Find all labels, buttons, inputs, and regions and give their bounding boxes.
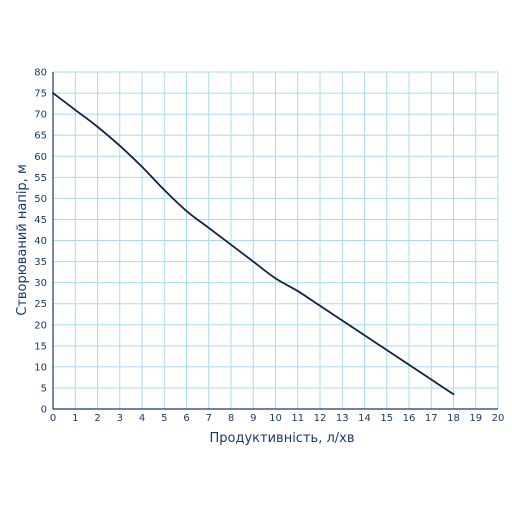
x-tick-label: 16 [403, 413, 416, 424]
x-tick-label: 14 [358, 413, 371, 424]
x-tick-label: 4 [139, 413, 145, 424]
y-tick-label: 70 [34, 110, 47, 121]
x-tick-label: 9 [250, 413, 256, 424]
x-tick-label: 20 [492, 413, 505, 424]
y-tick-label: 15 [34, 341, 47, 352]
y-tick-label: 40 [34, 236, 47, 247]
x-tick-label: 11 [291, 413, 304, 424]
y-tick-label: 5 [41, 383, 47, 394]
y-tick-label: 45 [34, 215, 47, 226]
y-tick-label: 25 [34, 299, 47, 310]
y-tick-label: 35 [34, 257, 47, 268]
y-tick-label: 55 [34, 173, 47, 184]
axes [52, 72, 498, 410]
y-tick-labels: 0 5 10 15 20 25 30 35 40 45 50 55 60 65 70 75 80 [34, 68, 47, 416]
series-line [52, 92, 455, 396]
y-tick-label: 65 [34, 131, 47, 142]
grid [53, 71, 499, 409]
y-tick-label: 50 [34, 194, 47, 205]
x-tick-label: 13 [336, 413, 349, 424]
x-tick-label: 0 [50, 413, 56, 424]
x-tick-label: 19 [469, 413, 482, 424]
x-tick-label: 15 [380, 413, 393, 424]
x-tick-label: 2 [94, 413, 100, 424]
y-tick-label: 30 [34, 278, 47, 289]
x-tick-label: 10 [269, 413, 282, 424]
y-tick-label: 10 [34, 362, 47, 373]
x-tick-label: 1 [72, 413, 78, 424]
x-tick-labels: 0 1 2 3 4 5 6 7 8 9 10 11 12 13 14 15 16 17 18 19 20 [50, 413, 505, 424]
x-tick-label: 6 [183, 413, 189, 424]
y-tick-label: 60 [34, 152, 47, 163]
series [52, 92, 455, 396]
y-tick-label: 80 [34, 68, 47, 79]
y-axis-label: Створюваний напір, м [15, 164, 30, 316]
y-tick-label: 75 [34, 89, 47, 100]
x-tick-label: 3 [117, 413, 123, 424]
x-tick-label: 5 [161, 413, 167, 424]
x-tick-label: 12 [314, 413, 327, 424]
x-tick-label: 7 [206, 413, 212, 424]
x-tick-label: 8 [228, 413, 234, 424]
x-axis-label: Продуктивність, л/хв [210, 431, 355, 446]
y-tick-label: 20 [34, 320, 47, 331]
x-tick-label: 17 [425, 413, 438, 424]
y-tick-label: 0 [41, 405, 47, 416]
x-tick-label: 18 [447, 413, 460, 424]
